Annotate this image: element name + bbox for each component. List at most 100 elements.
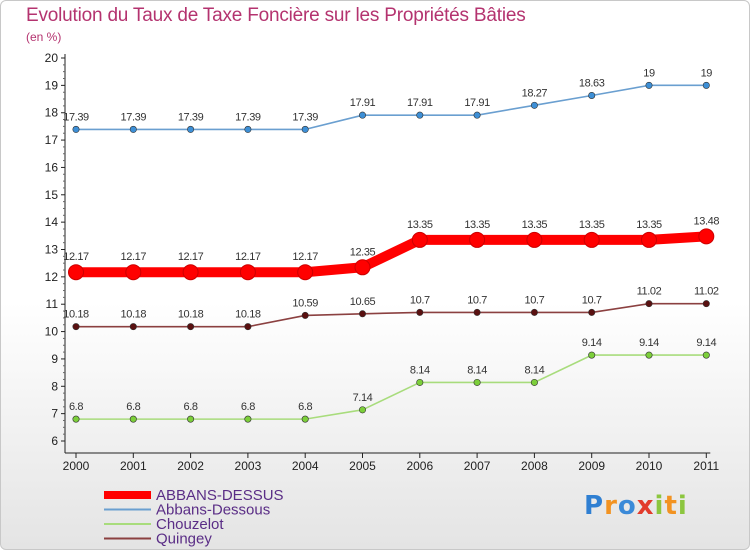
data-point: [301, 311, 309, 319]
data-label: 10.18: [235, 309, 261, 321]
y-tick-label: 19: [45, 78, 59, 92]
data-point: [702, 81, 710, 89]
data-label: 9.14: [582, 337, 602, 349]
chart-title: Evolution du Taux de Taxe Foncière sur l…: [26, 5, 526, 26]
data-point: [187, 415, 195, 423]
series-chouzelot: 6.8 6.8 6.8 6.8 6.8 7.14 8.14 8.14 8.14 9.14 9.14 9…: [69, 337, 717, 423]
data-point: [530, 101, 538, 109]
legend-entry: ABBANS-DESSUS: [104, 487, 284, 504]
logo-letter: r: [604, 491, 618, 521]
data-point: [416, 378, 424, 386]
data-label: 13.35: [522, 219, 548, 231]
series-abbans-dessous: 17.39 17.39 17.39 17.39 17.39 17.91 17.91 17.91…: [63, 67, 713, 133]
x-tick-label: 2008: [521, 459, 548, 473]
data-point: [588, 351, 596, 359]
y-tick-label: 8: [51, 379, 58, 393]
data-point: [244, 125, 252, 133]
data-label: 8.14: [410, 364, 430, 376]
data-point: [473, 378, 481, 386]
data-point: [182, 264, 199, 281]
data-label: 19: [643, 67, 655, 79]
data-point: [72, 323, 80, 331]
data-point: [530, 308, 538, 316]
data-point: [129, 415, 137, 423]
data-label: 10.18: [178, 309, 204, 321]
y-tick-label: 15: [45, 188, 59, 202]
data-point: [297, 264, 314, 281]
data-point: [645, 81, 653, 89]
data-label: 13.35: [579, 219, 605, 231]
y-tick-label: 20: [45, 51, 59, 65]
y-tick-label: 6: [51, 434, 58, 448]
data-point: [473, 308, 481, 316]
y-tick-label: 11: [46, 297, 59, 311]
data-point: [239, 264, 256, 281]
series-quingey: 10.18 10.18 10.18 10.18 10.59 10.65 10.7 10.7 10…: [63, 286, 719, 331]
data-label: 6.8: [241, 401, 255, 413]
data-point: [187, 323, 195, 331]
x-tick-label: 2007: [464, 459, 491, 473]
data-label: 17.39: [235, 111, 261, 123]
legend-entry: Quingey: [104, 531, 212, 548]
data-label: 17.39: [178, 111, 204, 123]
data-point: [588, 91, 596, 99]
data-label: 12.17: [235, 251, 261, 263]
data-label: 10.7: [582, 294, 602, 306]
data-label: 7.14: [353, 392, 373, 404]
data-label: 8.14: [524, 364, 544, 376]
chart-subtitle: (en %): [26, 30, 62, 44]
data-point: [698, 228, 715, 245]
x-tick-label: 2009: [578, 459, 605, 473]
data-point: [416, 308, 424, 316]
data-label: 17.39: [292, 111, 318, 123]
data-point: [702, 300, 710, 308]
data-point: [125, 264, 142, 281]
series-line: [71, 231, 712, 278]
data-label: 13.35: [407, 219, 433, 231]
data-label: 6.8: [298, 401, 312, 413]
data-label: 13.35: [636, 219, 662, 231]
x-tick-label: 2001: [120, 459, 147, 473]
data-label: 9.14: [696, 337, 716, 349]
data-point: [72, 415, 80, 423]
data-point: [526, 231, 543, 248]
data-point: [301, 125, 309, 133]
data-point: [301, 415, 309, 423]
logo-letter: P: [584, 491, 605, 521]
series-line: [75, 84, 708, 131]
data-point: [473, 111, 481, 119]
data-point: [588, 308, 596, 316]
x-tick-label: 2002: [177, 459, 204, 473]
data-label: 8.14: [467, 364, 487, 376]
y-tick-label: 9: [51, 352, 58, 366]
x-tick-label: 2010: [636, 459, 663, 473]
data-point: [354, 259, 371, 276]
data-point: [187, 125, 195, 133]
series-line: [75, 302, 708, 328]
data-label: 11.02: [637, 286, 662, 298]
y-tick-label: 18: [45, 106, 59, 120]
data-label: 17.91: [407, 97, 433, 109]
data-point: [68, 264, 84, 281]
data-label: 6.8: [184, 401, 198, 413]
legend-label: Abbans-Dessous: [156, 502, 270, 519]
data-point: [358, 406, 366, 414]
data-point: [583, 231, 600, 248]
x-tick-label: 2006: [406, 459, 433, 473]
data-label: 10.18: [63, 309, 89, 321]
proxiti-logo: Proxiti: [584, 491, 688, 521]
y-tick-label: 13: [45, 243, 59, 257]
logo-letter: t: [664, 491, 678, 521]
data-label: 19: [701, 67, 713, 79]
y-tick-label: 12: [45, 270, 59, 284]
x-tick-label: 2000: [63, 459, 90, 473]
data-point: [416, 111, 424, 119]
data-point: [411, 231, 428, 248]
logo-letter: o: [617, 491, 637, 521]
data-label: 17.91: [350, 97, 376, 109]
data-label: 13.48: [694, 215, 720, 227]
logo-letter: i: [677, 491, 688, 521]
logo-letter: i: [654, 491, 665, 521]
data-label: 18.27: [522, 87, 548, 99]
data-label: 6.8: [69, 401, 83, 413]
